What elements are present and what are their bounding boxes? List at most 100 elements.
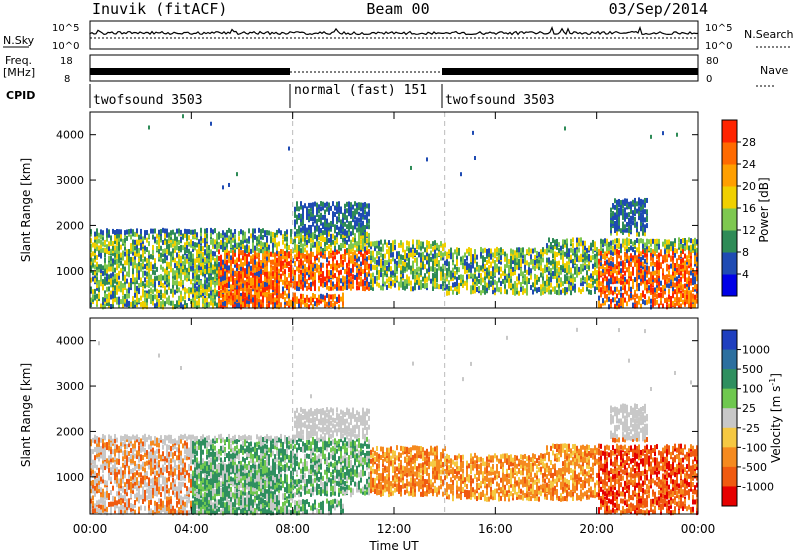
- power-cell: [378, 240, 380, 246]
- power-cell: [278, 268, 280, 274]
- power-cell: [682, 267, 684, 273]
- power-cell: [104, 252, 106, 258]
- power-cell: [598, 258, 600, 264]
- power-cell: [334, 273, 336, 279]
- power-cell: [436, 255, 438, 261]
- power-cell: [336, 204, 338, 210]
- power-cell: [286, 236, 288, 242]
- power-cell: [198, 286, 200, 292]
- power-cell: [230, 232, 232, 238]
- power-cell: [226, 230, 228, 236]
- power-cell: [400, 242, 402, 248]
- power-cell: [130, 301, 132, 307]
- power-cell: [654, 297, 656, 303]
- power-cell: [480, 280, 482, 286]
- power-cell: [344, 208, 346, 214]
- power-cell: [616, 220, 618, 226]
- power-cell: [98, 279, 100, 285]
- power-cell: [574, 269, 576, 275]
- velocity-cell: [100, 504, 102, 510]
- power-cell: [414, 269, 416, 275]
- power-cell: [276, 245, 278, 251]
- power-cell: [602, 253, 604, 259]
- power-cell: [466, 281, 468, 287]
- power-cell: [610, 240, 612, 246]
- power-cell: [112, 245, 114, 251]
- power-cell: [308, 257, 310, 263]
- power-cell: [318, 216, 320, 222]
- power-cell: [432, 259, 434, 265]
- power-cell: [394, 267, 396, 273]
- power-cell: [140, 295, 142, 301]
- power-cell: [670, 255, 672, 261]
- power-cell: [204, 286, 206, 292]
- power-cell: [684, 276, 686, 282]
- power-cell: [620, 210, 622, 216]
- power-cell: [194, 292, 196, 298]
- power-cell: [288, 245, 290, 251]
- power-cell: [616, 253, 618, 259]
- power-cell: [150, 293, 152, 299]
- power-cell: [496, 281, 498, 287]
- power-cell: [338, 270, 340, 276]
- power-cell: [394, 276, 396, 282]
- power-cell: [134, 292, 136, 298]
- power-cell: [614, 220, 616, 226]
- power-cell: [424, 247, 426, 253]
- power-cell: [176, 280, 178, 286]
- power-cell: [550, 274, 552, 280]
- power-cell: [114, 285, 116, 291]
- power-cell: [296, 201, 298, 207]
- power-cell: [362, 202, 364, 208]
- power-cell: [194, 242, 196, 248]
- power-cell: [166, 265, 168, 271]
- power-cell: [650, 304, 652, 310]
- power-cell: [136, 248, 138, 254]
- power-cell: [196, 290, 198, 296]
- velocity-cell: [110, 467, 112, 473]
- power-cell: [674, 266, 676, 272]
- power-cell: [260, 303, 262, 309]
- power-cell: [246, 238, 248, 244]
- power-cell: [134, 254, 136, 260]
- power-cell: [458, 282, 460, 288]
- power-cell: [538, 258, 540, 264]
- power-cell: [524, 264, 526, 270]
- power-cell: [222, 240, 224, 246]
- power-cell: [326, 218, 328, 224]
- power-cell: [138, 289, 140, 295]
- power-cell: [268, 252, 270, 258]
- power-cell: [568, 286, 570, 292]
- power-cell: [132, 229, 134, 235]
- power-cell: [90, 243, 92, 249]
- y-tick-label: 1000: [56, 265, 84, 278]
- power-cell: [224, 232, 226, 238]
- power-cell: [416, 269, 418, 275]
- power-cell: [594, 286, 596, 292]
- power-cell: [240, 292, 242, 298]
- power-cell: [652, 274, 654, 280]
- power-cell: [628, 294, 630, 300]
- power-cell: [638, 274, 640, 280]
- velocity-cell: [98, 473, 100, 479]
- power-cell: [650, 282, 652, 288]
- power-cell: [376, 240, 378, 246]
- velocity-cell: [118, 478, 120, 484]
- power-cell: [640, 201, 642, 207]
- power-cell: [368, 242, 370, 248]
- power-cell: [334, 205, 336, 211]
- power-cell: [108, 255, 110, 261]
- power-cell: [580, 241, 582, 247]
- power-cell: [296, 256, 298, 262]
- power-cell: [152, 269, 154, 275]
- power-cell: [192, 292, 194, 298]
- power-colorbar-cell: [722, 142, 737, 165]
- power-cell: [338, 230, 340, 236]
- power-cell: [256, 266, 258, 272]
- power-cell: [178, 295, 180, 301]
- power-cell: [248, 283, 250, 289]
- power-cell: [332, 269, 334, 275]
- velocity-cell: [92, 464, 94, 470]
- power-cell: [420, 282, 422, 288]
